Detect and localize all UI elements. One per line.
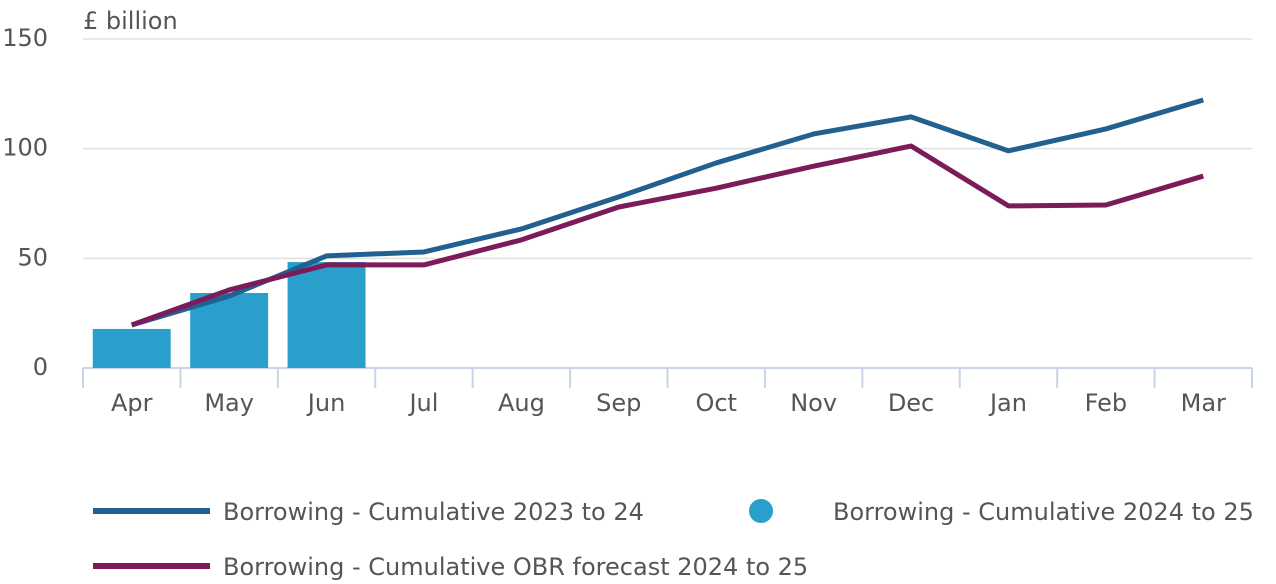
line xyxy=(130,97,1205,328)
bar xyxy=(287,262,366,368)
x-tick-label: Aug xyxy=(498,389,545,417)
legend-swatch xyxy=(749,499,773,523)
x-tick-label: Sep xyxy=(596,389,641,417)
legend-label: Borrowing - Cumulative 2023 to 24 xyxy=(223,498,644,526)
x-tick-label: May xyxy=(204,389,254,417)
x-tick-label: Apr xyxy=(111,389,153,417)
x-tick-label: Oct xyxy=(695,389,737,417)
y-tick-label: 50 xyxy=(17,243,48,271)
x-tick-label: Feb xyxy=(1085,389,1128,417)
x-tick-label: Jan xyxy=(988,389,1027,417)
bar xyxy=(92,328,171,368)
x-tick-label: Nov xyxy=(790,389,837,417)
y-tick-label: 150 xyxy=(2,24,48,52)
x-tick-label: Jul xyxy=(407,389,438,417)
line xyxy=(130,143,1205,328)
y-tick-label: 100 xyxy=(2,134,48,162)
y-tick-label: 0 xyxy=(33,353,48,381)
y-axis-label: £ billion xyxy=(83,7,178,35)
x-tick-label: Mar xyxy=(1181,389,1226,417)
legend-label: Borrowing - Cumulative 2024 to 25 xyxy=(833,498,1254,526)
legend-label: Borrowing - Cumulative OBR forecast 2024… xyxy=(223,553,808,580)
x-tick-label: Dec xyxy=(888,389,934,417)
x-tick-label: Jun xyxy=(306,389,346,417)
